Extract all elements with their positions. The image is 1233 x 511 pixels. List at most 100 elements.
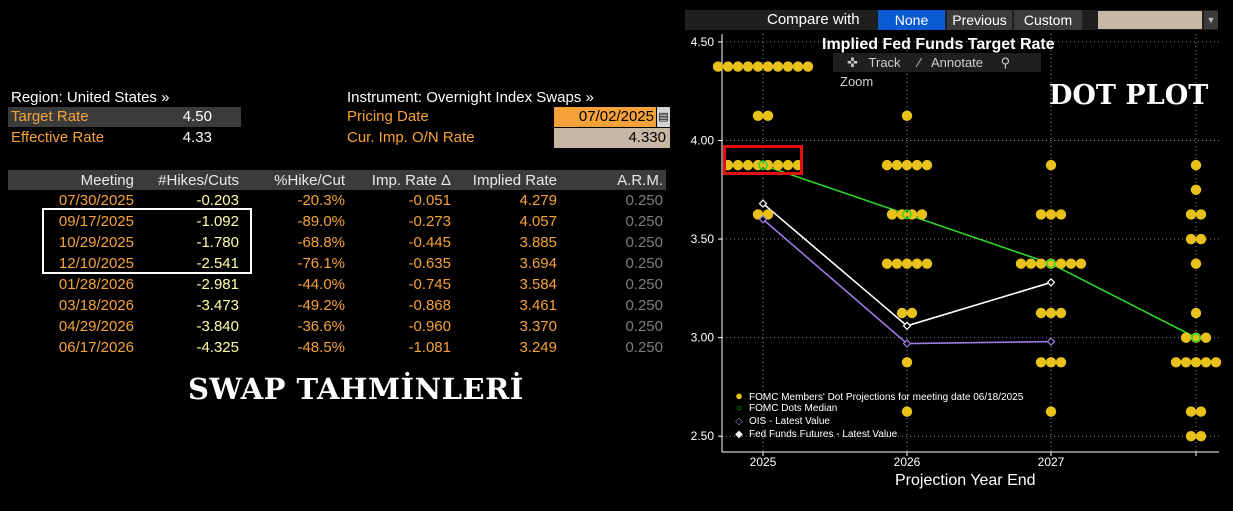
col-header-meeting[interactable]: Meeting [8, 170, 137, 190]
cell-pct-hike-cut: -49.2% [297, 297, 345, 314]
fomc-dot [1045, 307, 1057, 319]
legend-label-futures: Fed Funds Futures - Latest Value [749, 429, 898, 440]
chart-series-lines [762, 164, 1197, 345]
cur-imp-rate-field[interactable]: 4.330 [554, 128, 670, 148]
legend-label-ois: OIS - Latest Value [749, 416, 830, 427]
fomc-dot [742, 159, 754, 171]
fomc-dot [1045, 209, 1057, 220]
col-header-pct-hike-cut[interactable]: %Hike/Cut [242, 170, 348, 190]
chart-axes: 4.50 4.00 3.50 3.00 2.50 2025 2026 2027 [691, 34, 1219, 469]
table-row[interactable]: 06/17/2026 -4.325 -48.5% -1.081 3.249 0.250 [8, 337, 666, 358]
table-row[interactable]: 04/29/2026 -3.840 -36.6% -0.960 3.370 0.250 [8, 316, 666, 337]
compare-previous-button[interactable]: Previous [947, 10, 1012, 30]
pricing-date-field[interactable]: 07/02/2025 [554, 107, 656, 127]
search-icon: ⚲ [1000, 55, 1011, 70]
fomc-dot [762, 110, 774, 122]
fomc-dot [1045, 357, 1057, 368]
cell-imp-rate-delta: -1.081 [408, 339, 451, 356]
x-tick-label: 2026 [894, 455, 921, 469]
fomc-dot [1045, 159, 1057, 171]
cell-implied-rate: 3.370 [519, 318, 557, 335]
pencil-icon: ∕ [918, 55, 921, 70]
compare-with-label: Compare with [767, 11, 860, 28]
fomc-dot [911, 159, 923, 171]
fomc-dot [881, 258, 893, 269]
target-rate-label: Target Rate [11, 108, 89, 125]
track-tool[interactable]: ✜ Track [840, 55, 901, 70]
legend-dot-marker: ● [735, 388, 743, 403]
calendar-icon[interactable]: ▤ [657, 107, 670, 127]
ois-marker [1046, 337, 1056, 346]
fomc-dot [1185, 431, 1197, 442]
fomc-dot [1065, 258, 1077, 269]
col-header-hikes-cuts[interactable]: #Hikes/Cuts [137, 170, 242, 190]
cell-arm: 0.250 [625, 339, 663, 356]
table-row[interactable]: 07/30/2025 -0.203 -20.3% -0.051 4.279 0.250 [8, 190, 666, 211]
fomc-dot [752, 209, 764, 220]
swap-forecast-title: SWAP TAHMİNLERİ [188, 372, 524, 406]
table-row[interactable]: 01/28/2026 -2.981 -44.0% -0.745 3.584 0.250 [8, 274, 666, 295]
cell-imp-rate-delta: -0.635 [408, 255, 451, 272]
cell-hikes-cuts: -4.325 [196, 339, 239, 356]
legend-item-median[interactable]: ○ FOMC Dots Median [732, 402, 1023, 415]
compare-custom-button[interactable]: Custom [1014, 10, 1082, 30]
col-header-implied-rate[interactable]: Implied Rate [454, 170, 560, 190]
highlight-box-median [723, 145, 803, 175]
legend-item-ois[interactable]: ◇ OIS - Latest Value [732, 415, 1023, 428]
fomc-dot [1035, 209, 1047, 220]
custom-date-select[interactable] [1098, 11, 1202, 29]
fomc-dot [722, 61, 734, 72]
fomc-dot [1210, 357, 1222, 368]
zoom-label: Zoom [840, 74, 874, 89]
fomc-dot [1190, 307, 1202, 319]
fomc-dot [1185, 209, 1197, 220]
instrument-selector[interactable]: Instrument: Overnight Index Swaps » [347, 89, 594, 106]
fomc-dot [1200, 332, 1212, 343]
table-row[interactable]: 09/17/2025 -1.092 -89.0% -0.273 4.057 0.250 [8, 211, 666, 232]
fomc-dot [921, 159, 933, 171]
chevron-down-icon[interactable]: ▼ [1204, 11, 1218, 29]
table-row[interactable]: 10/29/2025 -1.780 -68.8% -0.445 3.885 0.250 [8, 232, 666, 253]
fomc-dot [1190, 357, 1202, 368]
fomc-dot [1055, 258, 1067, 269]
cell-arm: 0.250 [625, 255, 663, 272]
cell-meeting-date: 07/30/2025 [58, 192, 134, 209]
target-rate-row-bg [8, 107, 241, 127]
y-tick-label: 2.50 [691, 429, 715, 443]
fomc-dot [901, 159, 913, 171]
cell-arm: 0.250 [625, 234, 663, 251]
fomc-dot [1075, 258, 1087, 269]
col-header-arm[interactable]: A.R.M. [560, 170, 666, 190]
cell-imp-rate-delta: -0.051 [408, 192, 451, 209]
legend-item-futures[interactable]: ◆ Fed Funds Futures - Latest Value [732, 428, 1023, 441]
cell-hikes-cuts: -3.473 [196, 297, 239, 314]
fomc-dot [881, 159, 893, 171]
fomc-dot [1185, 406, 1197, 417]
median-marker [1046, 258, 1056, 269]
table-row[interactable]: 12/10/2025 -2.541 -76.1% -0.635 3.694 0.250 [8, 253, 666, 274]
chart-legend: ● FOMC Members' Dot Projections for meeti… [732, 389, 1023, 441]
y-tick-label: 3.50 [691, 232, 715, 246]
col-header-imp-rate-delta[interactable]: Imp. Rate Δ [348, 170, 454, 190]
fomc-dot [1055, 209, 1067, 220]
fomc-dot [782, 61, 794, 72]
region-selector[interactable]: Region: United States » [11, 89, 170, 106]
cell-hikes-cuts: -1.780 [196, 234, 239, 251]
fomc-dot [901, 110, 913, 122]
legend-item-dots[interactable]: ● FOMC Members' Dot Projections for meeti… [732, 388, 1023, 403]
annotate-tool[interactable]: ∕ Annotate [911, 55, 983, 70]
cell-pct-hike-cut: -36.6% [297, 318, 345, 335]
compare-none-button[interactable]: None [878, 10, 945, 30]
table-row[interactable]: 03/18/2026 -3.473 -49.2% -0.868 3.461 0.250 [8, 295, 666, 316]
fomc-dot [762, 209, 774, 220]
fomc-dot [1195, 233, 1207, 245]
swap-table: Meeting #Hikes/Cuts %Hike/Cut Imp. Rate … [8, 170, 666, 358]
fomc-dot [802, 61, 814, 72]
cell-imp-rate-delta: -0.445 [408, 234, 451, 251]
effective-rate-value: 4.33 [182, 129, 212, 146]
zoom-tool[interactable]: ⚲ Zoom [833, 55, 1010, 89]
legend-ois-marker: ◇ [735, 416, 743, 427]
series-line-median [762, 164, 1197, 339]
chart-tools: ✜ Track ∕ Annotate ⚲ Zoom [833, 53, 1041, 89]
cell-arm: 0.250 [625, 318, 663, 335]
